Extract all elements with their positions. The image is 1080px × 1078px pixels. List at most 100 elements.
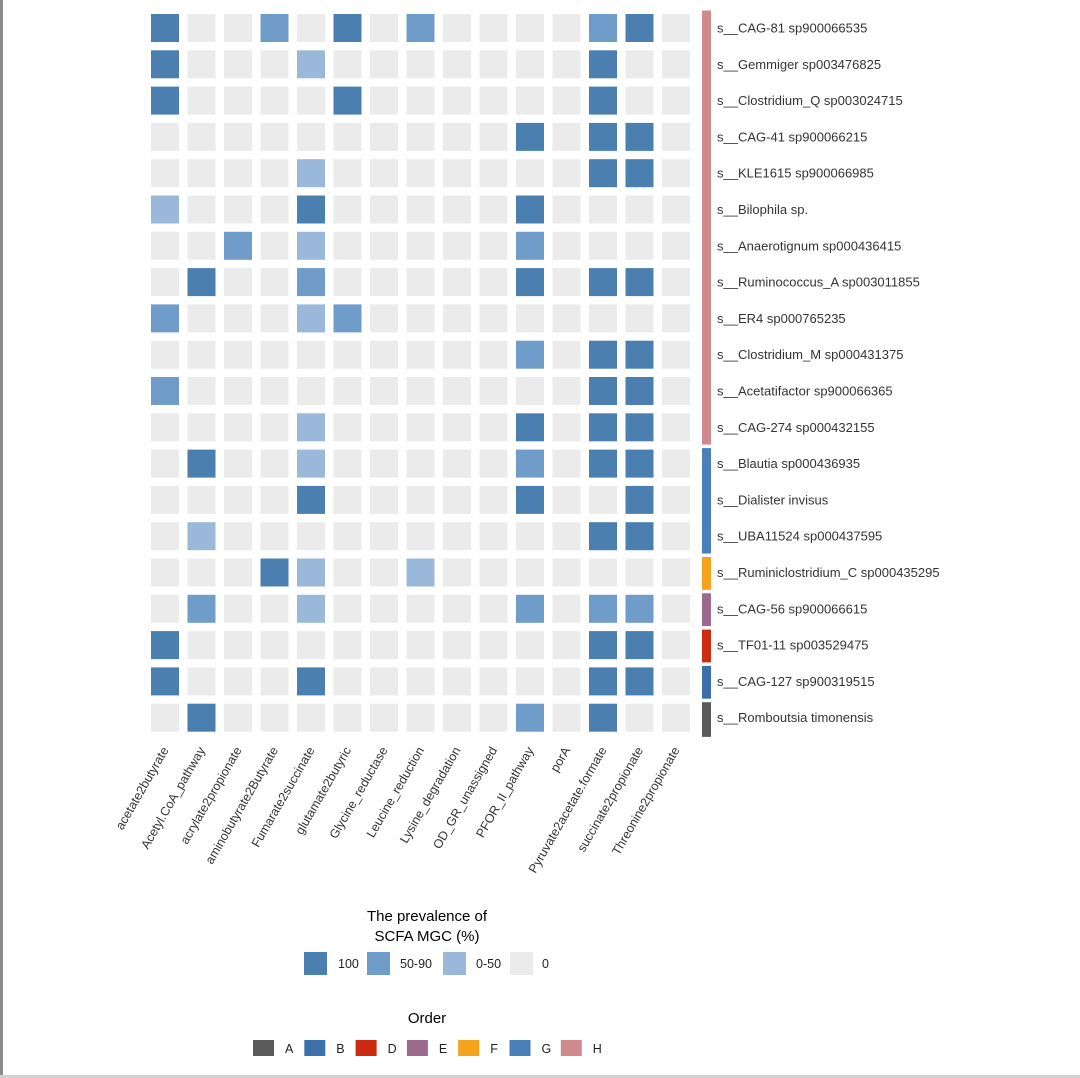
cell-s-dialister-invisus-acrylate2propionate	[224, 485, 252, 514]
cell-s-kle1615-sp900066985-lysine-degradation	[443, 159, 471, 188]
order-bar-gap	[700, 553, 713, 557]
cell-s-tf01-11-sp003529475-pfor-ii-pathway	[516, 631, 544, 660]
cell-s-clostridium-q-sp003024715-glutamate2butyric	[333, 86, 362, 115]
cell-s-cag-127-sp900319515-pfor-ii-pathway	[516, 667, 544, 696]
prevalence-legend-label-100: 100	[338, 957, 359, 971]
cell-s-clostridium-m-sp000431375-pyruvate2acetate-formate	[589, 340, 617, 369]
cell-s-clostridium-q-sp003024715-pfor-ii-pathway	[516, 86, 544, 115]
order-bar-gap	[700, 444, 713, 449]
cell-s-cag-56-sp900066615-acetyl-coa-pathway	[187, 594, 216, 623]
cell-s-er4-sp000765235-pyruvate2acetate-formate	[589, 304, 617, 333]
cell-s-gemmiger-sp003476825-fumarate2succinate	[297, 50, 325, 79]
cell-s-dialister-invisus-acetyl-coa-pathway	[187, 485, 216, 514]
cell-s-acetatifactor-sp900066365-pyruvate2acetate-formate	[589, 377, 617, 405]
cell-s-acetatifactor-sp900066365-glutamate2butyric	[333, 377, 362, 405]
cell-s-tf01-11-sp003529475-fumarate2succinate	[297, 631, 325, 660]
cell-s-cag-56-sp900066615-succinate2propionate	[625, 594, 654, 623]
order-legend-label-g: G	[542, 1042, 552, 1056]
cell-s-er4-sp000765235-lysine-degradation	[443, 304, 471, 333]
cell-s-gemmiger-sp003476825-leucine-reduction	[406, 50, 435, 79]
cell-s-uba11524-sp000437595-pyruvate2acetate-formate	[589, 522, 617, 551]
cell-s-ruminococcus-a-sp003011855-aminobutyrate2butyrate	[260, 268, 289, 297]
cell-s-clostridium-m-sp000431375-glutamate2butyric	[333, 340, 362, 369]
cell-s-romboutsia-timonensis-pyruvate2acetate-formate	[589, 703, 617, 732]
cell-s-er4-sp000765235-fumarate2succinate	[297, 304, 325, 333]
cell-s-cag-274-sp000432155-pfor-ii-pathway	[516, 413, 544, 442]
order-bar-s-cag-274-sp000432155	[702, 409, 711, 447]
cell-s-clostridium-q-sp003024715-aminobutyrate2butyrate	[260, 86, 289, 115]
cell-s-acetatifactor-sp900066365-acrylate2propionate	[224, 377, 252, 405]
cell-s-blautia-sp000436935-acetyl-coa-pathway	[187, 449, 216, 478]
cell-s-cag-56-sp900066615-glutamate2butyric	[333, 594, 362, 623]
order-bar-s-cag-81-sp900066535	[702, 10, 711, 48]
cell-s-ruminococcus-a-sp003011855-glutamate2butyric	[333, 268, 362, 297]
cell-s-ruminiclostridium-c-sp000435295-fumarate2succinate	[297, 558, 325, 587]
cell-s-romboutsia-timonensis-leucine-reduction	[406, 703, 435, 732]
cell-s-blautia-sp000436935-leucine-reduction	[406, 449, 435, 478]
cell-s-uba11524-sp000437595-acetyl-coa-pathway	[187, 522, 216, 551]
cell-s-cag-127-sp900319515-acrylate2propionate	[224, 667, 252, 696]
order-legend-swatch-b	[304, 1040, 326, 1056]
cell-s-cag-41-sp900066215-pora	[552, 122, 581, 151]
cell-s-romboutsia-timonensis-fumarate2succinate	[297, 703, 325, 732]
cell-s-cag-41-sp900066215-pfor-ii-pathway	[516, 122, 544, 151]
cell-s-cag-56-sp900066615-od-gr-unassigned	[479, 594, 508, 623]
cell-s-er4-sp000765235-glycine-reductase	[370, 304, 398, 333]
cell-s-blautia-sp000436935-pora	[552, 449, 581, 478]
cell-s-clostridium-q-sp003024715-acetate2butyrate	[151, 86, 179, 115]
cell-s-kle1615-sp900066985-glycine-reductase	[370, 159, 398, 188]
cell-s-blautia-sp000436935-fumarate2succinate	[297, 449, 325, 478]
order-legend-title: Order	[408, 1010, 446, 1027]
cell-s-gemmiger-sp003476825-succinate2propionate	[625, 50, 654, 79]
cell-s-bilophila-sp-threonine2propionate	[662, 195, 690, 224]
order-legend: Order A B D E F G H	[253, 1010, 602, 1056]
cell-s-blautia-sp000436935-glutamate2butyric	[333, 449, 362, 478]
prevalence-legend-swatch-50-90	[367, 952, 390, 975]
cell-s-er4-sp000765235-glutamate2butyric	[333, 304, 362, 333]
cell-s-cag-56-sp900066615-acetate2butyrate	[151, 594, 179, 623]
cell-s-romboutsia-timonensis-acrylate2propionate	[224, 703, 252, 732]
cell-s-anaerotignum-sp000436415-lysine-degradation	[443, 231, 471, 260]
order-legend-label-b: B	[336, 1042, 344, 1056]
cell-s-tf01-11-sp003529475-glycine-reductase	[370, 631, 398, 660]
cell-s-blautia-sp000436935-acetate2butyrate	[151, 449, 179, 478]
cell-s-clostridium-q-sp003024715-pora	[552, 86, 581, 115]
cell-s-blautia-sp000436935-pyruvate2acetate-formate	[589, 449, 617, 478]
cell-s-cag-41-sp900066215-threonine2propionate	[662, 122, 690, 151]
order-bar-s-cag-41-sp900066215	[702, 119, 711, 157]
cell-s-cag-81-sp900066535-lysine-degradation	[443, 14, 471, 42]
cell-s-acetatifactor-sp900066365-pfor-ii-pathway	[516, 377, 544, 405]
cell-s-er4-sp000765235-od-gr-unassigned	[479, 304, 508, 333]
order-bar-s-kle1615-sp900066985	[702, 155, 711, 193]
cell-s-bilophila-sp-aminobutyrate2butyrate	[260, 195, 289, 224]
order-bar-s-ruminococcus-a-sp003011855	[702, 264, 711, 302]
cell-s-dialister-invisus-glycine-reductase	[370, 485, 398, 514]
cell-s-cag-127-sp900319515-glycine-reductase	[370, 667, 398, 696]
cell-s-ruminiclostridium-c-sp000435295-pyruvate2acetate-formate	[589, 558, 617, 587]
cell-s-cag-41-sp900066215-glycine-reductase	[370, 122, 398, 151]
prevalence-legend-title-line1: The prevalence of	[367, 908, 488, 925]
cell-s-cag-41-sp900066215-leucine-reduction	[406, 122, 435, 151]
cell-s-cag-127-sp900319515-lysine-degradation	[443, 667, 471, 696]
cell-s-tf01-11-sp003529475-succinate2propionate	[625, 631, 654, 660]
cell-s-bilophila-sp-lysine-degradation	[443, 195, 471, 224]
prevalence-legend-label-50-90: 50-90	[400, 957, 432, 971]
column-labels: acetate2butyrateAcetyl.CoA_pathwayacryla…	[113, 744, 683, 876]
cell-s-tf01-11-sp003529475-glutamate2butyric	[333, 631, 362, 660]
heatmap-cells	[151, 14, 690, 732]
cell-s-anaerotignum-sp000436415-acrylate2propionate	[224, 231, 252, 260]
cell-s-cag-127-sp900319515-acetyl-coa-pathway	[187, 667, 216, 696]
cell-s-er4-sp000765235-acetyl-coa-pathway	[187, 304, 216, 333]
row-label-s-uba11524-sp000437595: s__UBA11524 sp000437595	[717, 529, 882, 544]
cell-s-blautia-sp000436935-succinate2propionate	[625, 449, 654, 478]
order-legend-swatch-e	[406, 1040, 428, 1056]
cell-s-dialister-invisus-aminobutyrate2butyrate	[260, 485, 289, 514]
cell-s-acetatifactor-sp900066365-fumarate2succinate	[297, 377, 325, 405]
cell-s-clostridium-q-sp003024715-acrylate2propionate	[224, 86, 252, 115]
cell-s-ruminococcus-a-sp003011855-threonine2propionate	[662, 268, 690, 297]
cell-s-ruminococcus-a-sp003011855-acetate2butyrate	[151, 268, 179, 297]
cell-s-cag-127-sp900319515-succinate2propionate	[625, 667, 654, 696]
cell-s-ruminiclostridium-c-sp000435295-acetate2butyrate	[151, 558, 179, 587]
order-bar-s-er4-sp000765235	[702, 300, 711, 338]
row-label-s-ruminococcus-a-sp003011855: s__Ruminococcus_A sp003011855	[717, 275, 920, 290]
